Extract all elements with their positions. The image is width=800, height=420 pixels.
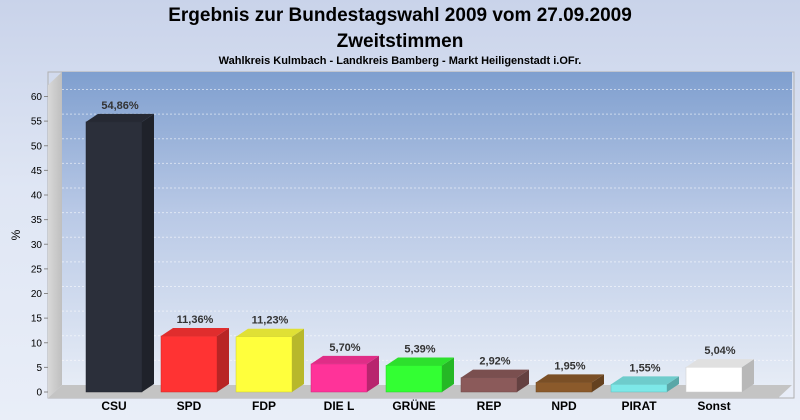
x-tick-label: FDP xyxy=(252,399,276,413)
bar-top xyxy=(611,376,679,385)
bar-fdp: 11,23% xyxy=(235,315,304,393)
data-label: 11,23% xyxy=(252,315,289,327)
bar-side xyxy=(592,374,604,392)
bar-grüne: 5,39% xyxy=(385,343,454,393)
x-tick-label: PIRAT xyxy=(621,399,657,413)
y-tick-label: 50 xyxy=(31,141,43,152)
bar-side xyxy=(292,328,304,392)
bar-top xyxy=(461,369,529,378)
y-tick-label: 45 xyxy=(31,166,43,177)
bar-front xyxy=(235,336,293,393)
bars: 54,86% 11,36% 11,23% 5,70% 5,39% 2,92% 1,95% 1,… xyxy=(85,100,754,393)
y-axis-ticks: 0 5 10 15 20 25 30 35 40 45 50 55 60 xyxy=(31,92,48,399)
y-tick-label: 25 xyxy=(31,264,43,275)
bar-side xyxy=(667,376,679,392)
data-label: 1,95% xyxy=(554,360,585,372)
y-tick-label: 40 xyxy=(31,191,43,202)
bar-top xyxy=(161,328,229,337)
bar-pirat: 1,55% xyxy=(610,362,679,393)
y-tick-label: 20 xyxy=(31,289,43,300)
gridlines xyxy=(62,89,792,361)
bar-front xyxy=(685,366,743,393)
x-tick-label: DIE L xyxy=(324,399,355,413)
bar-front xyxy=(385,365,443,393)
data-label: 5,70% xyxy=(329,342,360,354)
data-label: 1,55% xyxy=(629,362,660,374)
data-label: 2,92% xyxy=(479,356,510,368)
bar-front xyxy=(85,121,143,393)
bar-side xyxy=(217,328,229,392)
x-tick-label: SPD xyxy=(177,399,202,413)
chart-title: Ergebnis zur Bundestagswahl 2009 vom 27.… xyxy=(168,5,632,26)
chart-subtitle: Wahlkreis Kulmbach - Landkreis Bamberg -… xyxy=(219,55,582,67)
data-label: 11,36% xyxy=(177,314,214,326)
bar-front xyxy=(160,335,218,393)
bar-rep: 2,92% xyxy=(460,356,529,393)
data-label: 5,04% xyxy=(704,345,735,357)
bar-top xyxy=(686,359,754,368)
bar-top xyxy=(536,374,604,383)
y-tick-label: 0 xyxy=(36,388,42,399)
category-labels: CSU SPD FDP DIE L GRÜNE REP NPD PIRAT Sonst xyxy=(101,398,730,413)
bar-csu: 54,86% xyxy=(85,100,154,393)
bar-side xyxy=(142,113,154,392)
x-tick-label: GRÜNE xyxy=(392,398,435,413)
y-tick-label: 60 xyxy=(31,92,43,103)
y-tick-label: 10 xyxy=(31,338,43,349)
bar-front xyxy=(310,363,368,393)
bar-side xyxy=(442,357,454,392)
bar-npd: 1,95% xyxy=(535,360,604,393)
x-tick-label: REP xyxy=(477,399,502,413)
y-tick-label: 55 xyxy=(31,117,43,128)
bar-top xyxy=(236,328,304,337)
plot-side-wall xyxy=(48,72,62,398)
bar-top xyxy=(386,357,454,366)
bar-top xyxy=(86,113,154,122)
y-tick-label: 35 xyxy=(31,215,43,226)
x-tick-label: CSU xyxy=(101,399,126,413)
bar-top xyxy=(311,355,379,364)
y-axis-label: % xyxy=(9,229,23,240)
bar-side xyxy=(517,369,529,392)
bar-die-l: 5,70% xyxy=(310,342,379,393)
chart-title-line2: Zweitstimmen xyxy=(337,31,464,52)
bar-front xyxy=(460,377,518,393)
bar-side xyxy=(367,355,379,392)
y-tick-label: 30 xyxy=(31,240,43,251)
bar-front xyxy=(610,384,668,393)
bar-side xyxy=(742,359,754,392)
data-label: 5,39% xyxy=(404,343,435,355)
y-tick-label: 5 xyxy=(36,363,42,374)
bar-front xyxy=(535,382,593,393)
bar-sonst: 5,04% xyxy=(685,345,754,393)
x-tick-label: NPD xyxy=(551,399,577,413)
bar-spd: 11,36% xyxy=(160,314,229,393)
x-tick-label: Sonst xyxy=(697,399,730,413)
data-label: 54,86% xyxy=(101,100,139,112)
y-tick-label: 15 xyxy=(31,314,43,325)
